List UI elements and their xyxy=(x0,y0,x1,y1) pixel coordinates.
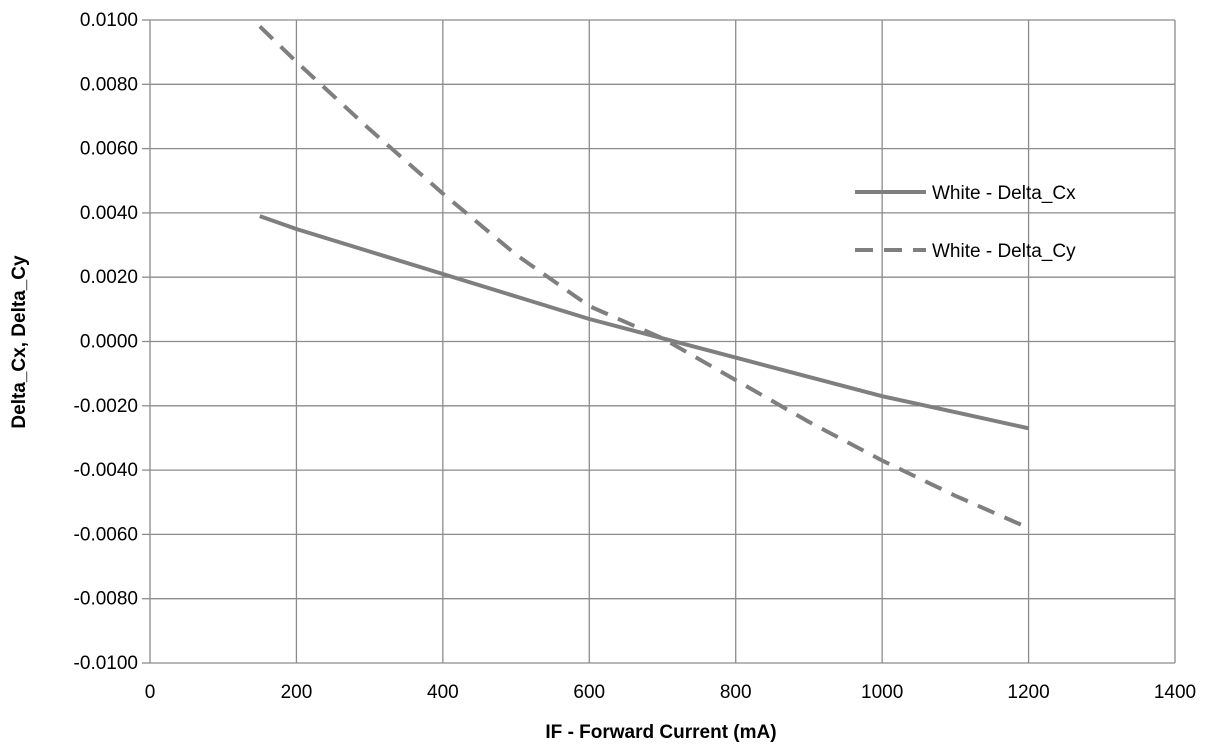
y-tick-label: -0.0100 xyxy=(74,653,138,674)
x-tick-label: 400 xyxy=(427,682,459,703)
y-tick-label: -0.0060 xyxy=(74,524,138,545)
y-tick-label: 0.0060 xyxy=(80,139,138,160)
x-tick-label: 1200 xyxy=(1007,682,1049,703)
series-line-cy xyxy=(258,24,1030,530)
y-tick-label: 0.0040 xyxy=(80,203,138,224)
x-tick-label: 1000 xyxy=(861,682,903,703)
x-tick-label: 600 xyxy=(573,682,605,703)
x-tick-label: 1400 xyxy=(1154,682,1196,703)
x-tick-label: 200 xyxy=(281,682,313,703)
y-tick-label: -0.0080 xyxy=(74,589,138,610)
x-tick-label: 0 xyxy=(145,682,156,703)
legend-label-cx: White - Delta_Cx xyxy=(932,183,1076,204)
legend-label-cy: White - Delta_Cy xyxy=(932,241,1076,262)
grid xyxy=(150,19,1176,663)
y-tick-label: -0.0020 xyxy=(74,396,138,417)
y-tick-label: 0.0100 xyxy=(80,10,138,31)
x-tick-label: 800 xyxy=(720,682,752,703)
y-tick-labels: 0.0100 0.0080 0.0060 0.0040 0.0020 0.0000 -0.0… xyxy=(74,10,138,674)
series-line-cx xyxy=(259,214,1030,431)
y-tick-label: 0.0000 xyxy=(80,332,138,353)
legend: White - Delta_Cx White - Delta_Cy xyxy=(855,183,1076,262)
y-tick-label: 0.0020 xyxy=(80,267,138,288)
y-tick-label: -0.0040 xyxy=(74,460,138,481)
plot-frame xyxy=(142,19,1175,664)
x-tick-labels: 0 200 400 600 800 1000 1200 1400 xyxy=(145,682,1196,703)
y-axis-title: Delta_Cx, Delta_Cy xyxy=(9,255,30,429)
x-axis-title: IF - Forward Current (mA) xyxy=(545,722,776,743)
y-tick-label: 0.0080 xyxy=(80,74,138,95)
series-layer xyxy=(258,24,1030,530)
